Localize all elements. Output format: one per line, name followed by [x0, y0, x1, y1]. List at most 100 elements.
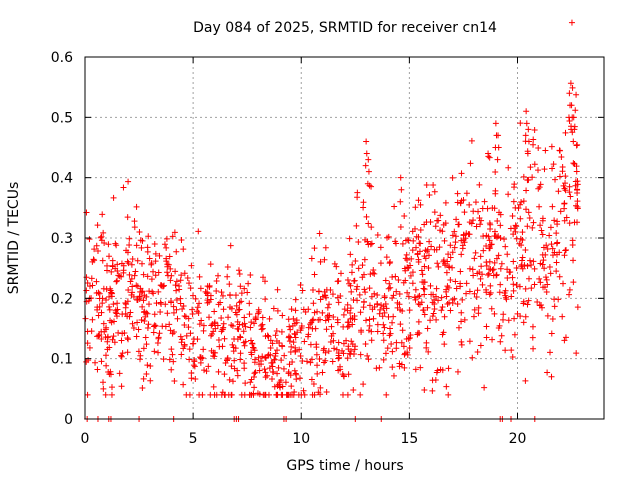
data-point [187, 285, 194, 292]
data-point [247, 379, 254, 386]
data-point [555, 188, 562, 195]
data-point [425, 264, 432, 271]
data-point [292, 344, 299, 351]
data-point [571, 219, 578, 226]
data-point [155, 335, 162, 342]
data-point [433, 316, 440, 323]
data-point [322, 317, 329, 324]
data-point [378, 302, 385, 309]
data-point [380, 337, 387, 344]
data-point [544, 312, 551, 319]
data-point [241, 365, 248, 372]
data-point [434, 260, 441, 267]
data-point [376, 310, 383, 317]
data-point [83, 209, 90, 216]
data-point [281, 352, 288, 359]
data-point [530, 258, 537, 265]
data-point [504, 275, 511, 282]
data-point [397, 198, 404, 205]
data-point [569, 84, 576, 91]
data-point [381, 294, 388, 301]
data-point [404, 236, 411, 243]
data-point [237, 350, 244, 357]
data-point [106, 306, 113, 313]
data-point [461, 316, 468, 323]
data-point [129, 320, 136, 327]
data-point [143, 341, 150, 348]
data-point [174, 315, 181, 322]
data-point [395, 277, 402, 284]
data-point [458, 237, 465, 244]
data-point [492, 168, 499, 175]
data-point [124, 335, 131, 342]
data-point [224, 273, 231, 280]
data-point [478, 217, 485, 224]
data-point [468, 137, 475, 144]
data-point [445, 391, 452, 398]
data-point [92, 359, 99, 366]
data-point [449, 174, 456, 181]
data-point [324, 304, 331, 311]
data-point [475, 310, 482, 317]
data-point [262, 374, 269, 381]
data-point [311, 271, 318, 278]
data-point [287, 391, 294, 398]
data-point [192, 295, 199, 302]
data-point [307, 359, 314, 366]
data-point [409, 247, 416, 254]
data-point [116, 370, 123, 377]
data-point [496, 289, 503, 296]
data-point [180, 302, 187, 309]
data-point [522, 313, 529, 320]
data-point [340, 311, 347, 318]
data-point [210, 383, 217, 390]
data-point [285, 369, 292, 376]
data-point [495, 132, 502, 139]
data-point [349, 314, 356, 321]
data-point [514, 310, 521, 317]
data-point [418, 267, 425, 274]
data-point [320, 347, 327, 354]
data-point [273, 337, 280, 344]
data-point [96, 331, 103, 338]
data-point [261, 366, 268, 373]
data-point [562, 187, 569, 194]
data-point [330, 314, 337, 321]
data-point [108, 384, 115, 391]
data-point [524, 301, 531, 308]
data-point [225, 314, 232, 321]
data-point [544, 246, 551, 253]
data-point [172, 268, 179, 275]
data-point [252, 315, 259, 322]
data-point [271, 356, 278, 363]
data-point [135, 326, 142, 333]
data-point [235, 307, 242, 314]
data-point [246, 311, 253, 318]
data-point [470, 313, 477, 320]
data-point [451, 228, 458, 235]
data-point [333, 346, 340, 353]
data-point [140, 345, 147, 352]
data-point [478, 263, 485, 270]
data-point [402, 350, 409, 357]
data-point [213, 391, 220, 398]
data-point [211, 308, 218, 315]
data-point [347, 251, 354, 258]
data-point [156, 330, 163, 337]
data-point [492, 233, 499, 240]
data-point [189, 311, 196, 318]
data-point [566, 90, 573, 97]
data-point [197, 359, 204, 366]
data-point [204, 292, 211, 299]
data-point [447, 254, 454, 261]
data-point [384, 345, 391, 352]
data-point [365, 356, 372, 363]
data-point [493, 272, 500, 279]
data-point [255, 310, 262, 317]
data-point [477, 342, 484, 349]
data-point [354, 283, 361, 290]
data-point [556, 147, 563, 154]
data-point [293, 317, 300, 324]
data-point [424, 246, 431, 253]
data-point [447, 307, 454, 314]
